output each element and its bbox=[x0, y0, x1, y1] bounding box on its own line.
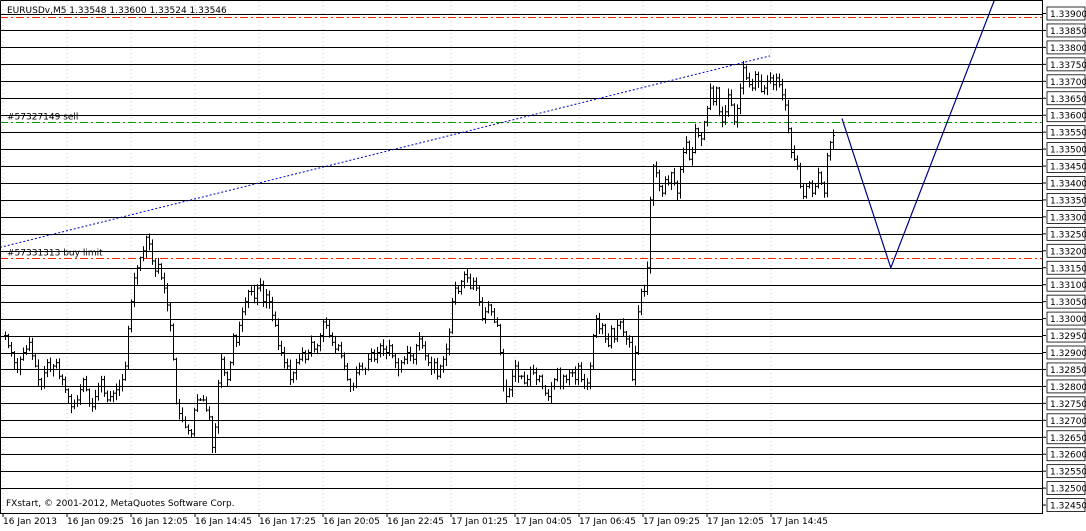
price-tick-box bbox=[1046, 226, 1086, 241]
price-tick-box bbox=[1046, 142, 1086, 157]
price-tick-label: 1.33050 bbox=[1050, 298, 1086, 308]
vertical-grid bbox=[2, 1, 772, 513]
price-tick-box bbox=[1046, 193, 1086, 207]
price-tick-label: 1.32600 bbox=[1050, 451, 1086, 461]
price-tick-box bbox=[1046, 91, 1086, 106]
price-tick-label: 1.33600 bbox=[1050, 112, 1086, 122]
price-tick-label: 1.32650 bbox=[1050, 434, 1086, 444]
copyright-text: FXstart, © 2001-2012, MetaQuotes Softwar… bbox=[6, 499, 235, 509]
price-tick-label: 1.32500 bbox=[1050, 485, 1086, 495]
price-tick-label: 1.33900 bbox=[1050, 10, 1086, 20]
price-tick-label: 1.33650 bbox=[1050, 95, 1086, 105]
price-tick-box bbox=[1046, 209, 1086, 224]
price-tick-box bbox=[1046, 159, 1086, 173]
axes bbox=[0, 0, 1043, 514]
price-tick-label: 1.33450 bbox=[1050, 163, 1086, 173]
price-tick-label: 1.33150 bbox=[1050, 264, 1086, 274]
symbol-header: EURUSDv,M5 1.33548 1.33600 1.33524 1.335… bbox=[7, 6, 227, 16]
price-tick-label: 1.33100 bbox=[1050, 281, 1086, 291]
price-tick-box bbox=[1046, 396, 1086, 411]
time-tick-label: 16 Jan 14:45 bbox=[195, 517, 252, 527]
price-tick-label: 1.33700 bbox=[1050, 78, 1086, 88]
price-tick-label: 1.33550 bbox=[1050, 129, 1086, 139]
price-tick-box bbox=[1046, 6, 1086, 21]
time-tick-label: 16 Jan 2013 bbox=[3, 517, 57, 527]
sell-order-label[interactable]: #57327149 sell bbox=[7, 113, 78, 123]
price-tick-box bbox=[1046, 464, 1086, 479]
price-tick-label: 1.33850 bbox=[1050, 27, 1086, 37]
price-tick-box bbox=[1046, 74, 1086, 89]
price-tick-box bbox=[1046, 430, 1086, 445]
time-tick-label: 17 Jan 04:05 bbox=[515, 517, 572, 527]
trendline[interactable] bbox=[0, 55, 771, 248]
price-tick-box bbox=[1046, 57, 1086, 72]
price-tick-label: 1.33500 bbox=[1050, 146, 1086, 156]
price-tick-label: 1.33250 bbox=[1050, 230, 1086, 240]
price-tick-box bbox=[1046, 498, 1086, 512]
price-tick-box bbox=[1046, 379, 1086, 394]
price-tick-box bbox=[1046, 294, 1086, 309]
time-tick-label: 17 Jan 09:25 bbox=[643, 517, 700, 527]
price-tick-box bbox=[1046, 362, 1086, 377]
price-tick-box bbox=[1046, 176, 1086, 190]
price-tick-label: 1.32450 bbox=[1050, 502, 1086, 512]
time-tick-label: 16 Jan 20:05 bbox=[323, 517, 380, 527]
price-axis[interactable]: 1.33900 1.33850 1.33800 1.33750 1.33700 1.336… bbox=[1042, 6, 1086, 512]
price-tick-label: 1.33300 bbox=[1050, 213, 1086, 223]
time-tick-label: 16 Jan 12:05 bbox=[131, 517, 188, 527]
price-tick-label: 1.33000 bbox=[1050, 315, 1086, 325]
time-tick-label: 17 Jan 01:25 bbox=[451, 517, 508, 527]
price-tick-box bbox=[1046, 125, 1086, 140]
price-tick-box bbox=[1046, 413, 1086, 428]
projection-path[interactable] bbox=[841, 0, 996, 270]
time-tick-label: 16 Jan 17:25 bbox=[259, 517, 316, 527]
price-tick-box bbox=[1046, 481, 1086, 496]
price-tick-box bbox=[1046, 447, 1086, 462]
price-tick-box bbox=[1046, 108, 1086, 123]
price-tick-box bbox=[1046, 243, 1086, 258]
price-tick-label: 1.32850 bbox=[1050, 366, 1086, 376]
price-tick-box bbox=[1046, 277, 1086, 292]
time-tick-label: 17 Jan 12:05 bbox=[707, 517, 764, 527]
price-tick-label: 1.32700 bbox=[1050, 417, 1086, 427]
time-tick-label: 16 Jan 22:45 bbox=[387, 517, 444, 527]
price-tick-label: 1.33800 bbox=[1050, 44, 1086, 54]
price-tick-label: 1.32800 bbox=[1050, 383, 1086, 393]
price-tick-label: 1.33350 bbox=[1050, 196, 1086, 206]
time-tick-label: 17 Jan 14:45 bbox=[771, 517, 828, 527]
price-tick-label: 1.33400 bbox=[1050, 180, 1086, 190]
price-tick-box bbox=[1046, 311, 1086, 326]
price-tick-label: 1.32900 bbox=[1050, 349, 1086, 359]
price-tick-box bbox=[1046, 23, 1086, 38]
price-tick-label: 1.32550 bbox=[1050, 468, 1086, 478]
price-tick-box bbox=[1046, 40, 1086, 55]
price-tick-label: 1.33200 bbox=[1050, 247, 1086, 257]
price-tick-box bbox=[1046, 328, 1086, 343]
price-tick-box bbox=[1046, 260, 1086, 275]
time-tick-label: 16 Jan 09:25 bbox=[67, 517, 124, 527]
price-tick-label: 1.32950 bbox=[1050, 332, 1086, 342]
price-bars bbox=[4, 60, 835, 454]
time-axis[interactable]: 16 Jan 2013 16 Jan 09:25 16 Jan 12:05 16 Ja… bbox=[2, 513, 828, 527]
order-lines[interactable]: #57327149 sell #57331313 buy limit bbox=[0, 17, 1042, 259]
price-tick-label: 1.33750 bbox=[1050, 61, 1086, 71]
time-tick-label: 17 Jan 06:45 bbox=[579, 517, 636, 527]
price-tick-box bbox=[1046, 345, 1086, 360]
drawn-objects[interactable] bbox=[0, 0, 996, 270]
buy-limit-label[interactable]: #57331313 buy limit bbox=[7, 249, 103, 259]
price-tick-label: 1.32750 bbox=[1050, 400, 1086, 410]
